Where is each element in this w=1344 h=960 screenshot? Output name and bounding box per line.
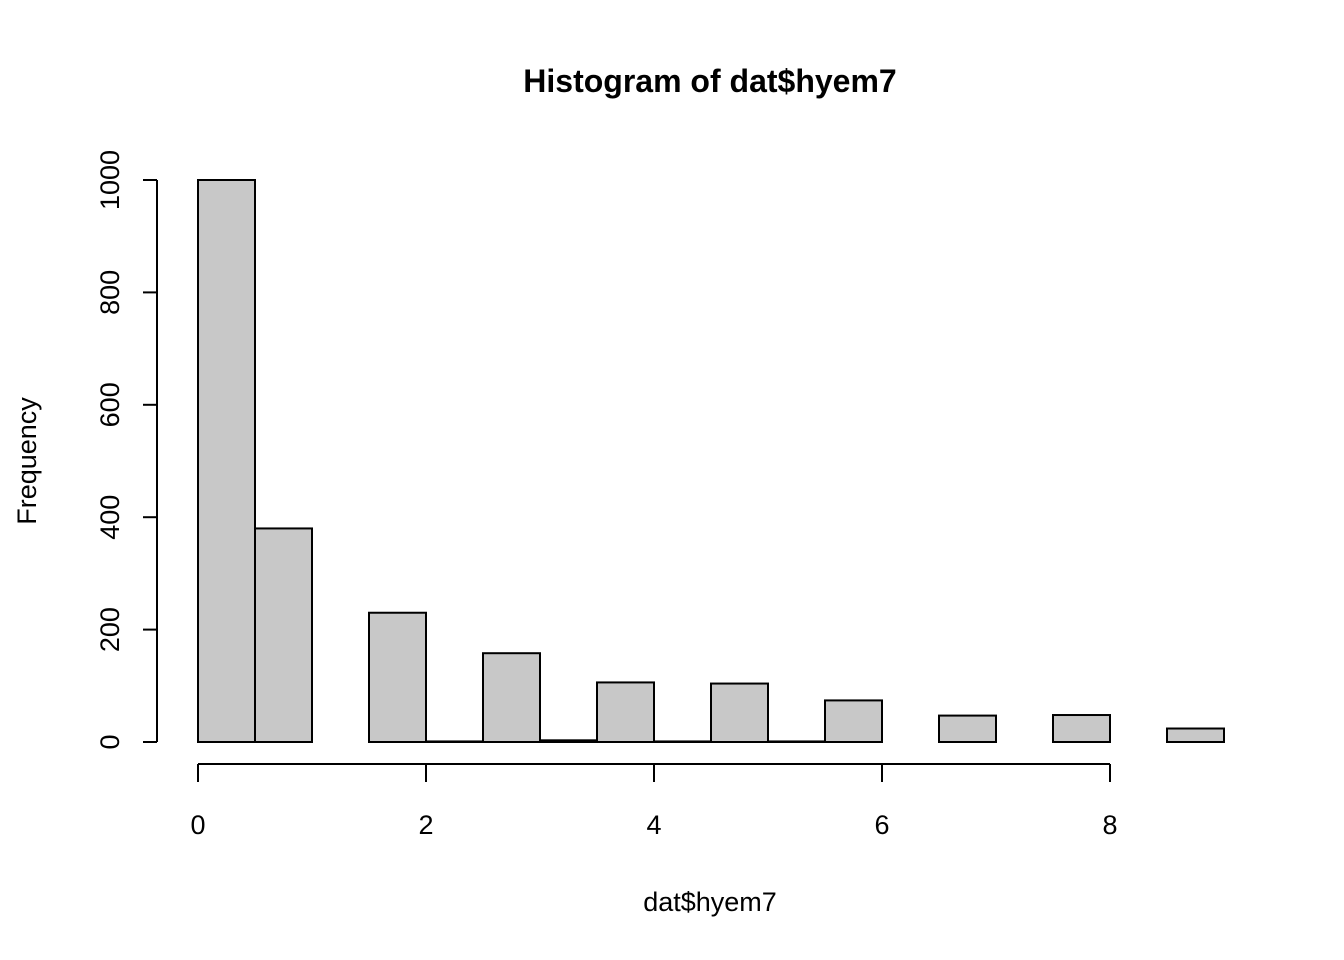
bar <box>539 739 598 744</box>
bar <box>1052 714 1111 743</box>
bar <box>425 740 484 743</box>
y-tick-label: 200 <box>95 607 125 652</box>
y-tick-label: 400 <box>95 495 125 540</box>
x-tick-label: 8 <box>1102 810 1117 840</box>
y-axis-label: Frequency <box>12 397 42 525</box>
y-tick-label: 1000 <box>95 150 125 210</box>
y-tick-label: 600 <box>95 382 125 427</box>
y-tick-label: 800 <box>95 270 125 315</box>
bar <box>653 740 712 743</box>
bar <box>368 611 427 743</box>
x-tick-label: 6 <box>874 810 889 840</box>
bar <box>1166 727 1225 744</box>
x-tick-label: 0 <box>190 810 205 840</box>
bar <box>767 740 826 743</box>
x-tick-label: 4 <box>646 810 661 840</box>
bar <box>596 681 655 743</box>
x-axis-label: dat$hyem7 <box>643 887 777 917</box>
y-tick-label: 0 <box>95 734 125 749</box>
bar <box>254 527 313 743</box>
bar <box>824 699 883 743</box>
bar <box>482 652 541 743</box>
bar <box>710 682 769 743</box>
bar <box>197 179 256 743</box>
bar <box>938 714 997 743</box>
x-tick-label: 2 <box>418 810 433 840</box>
chart-title: Histogram of dat$hyem7 <box>523 63 896 99</box>
